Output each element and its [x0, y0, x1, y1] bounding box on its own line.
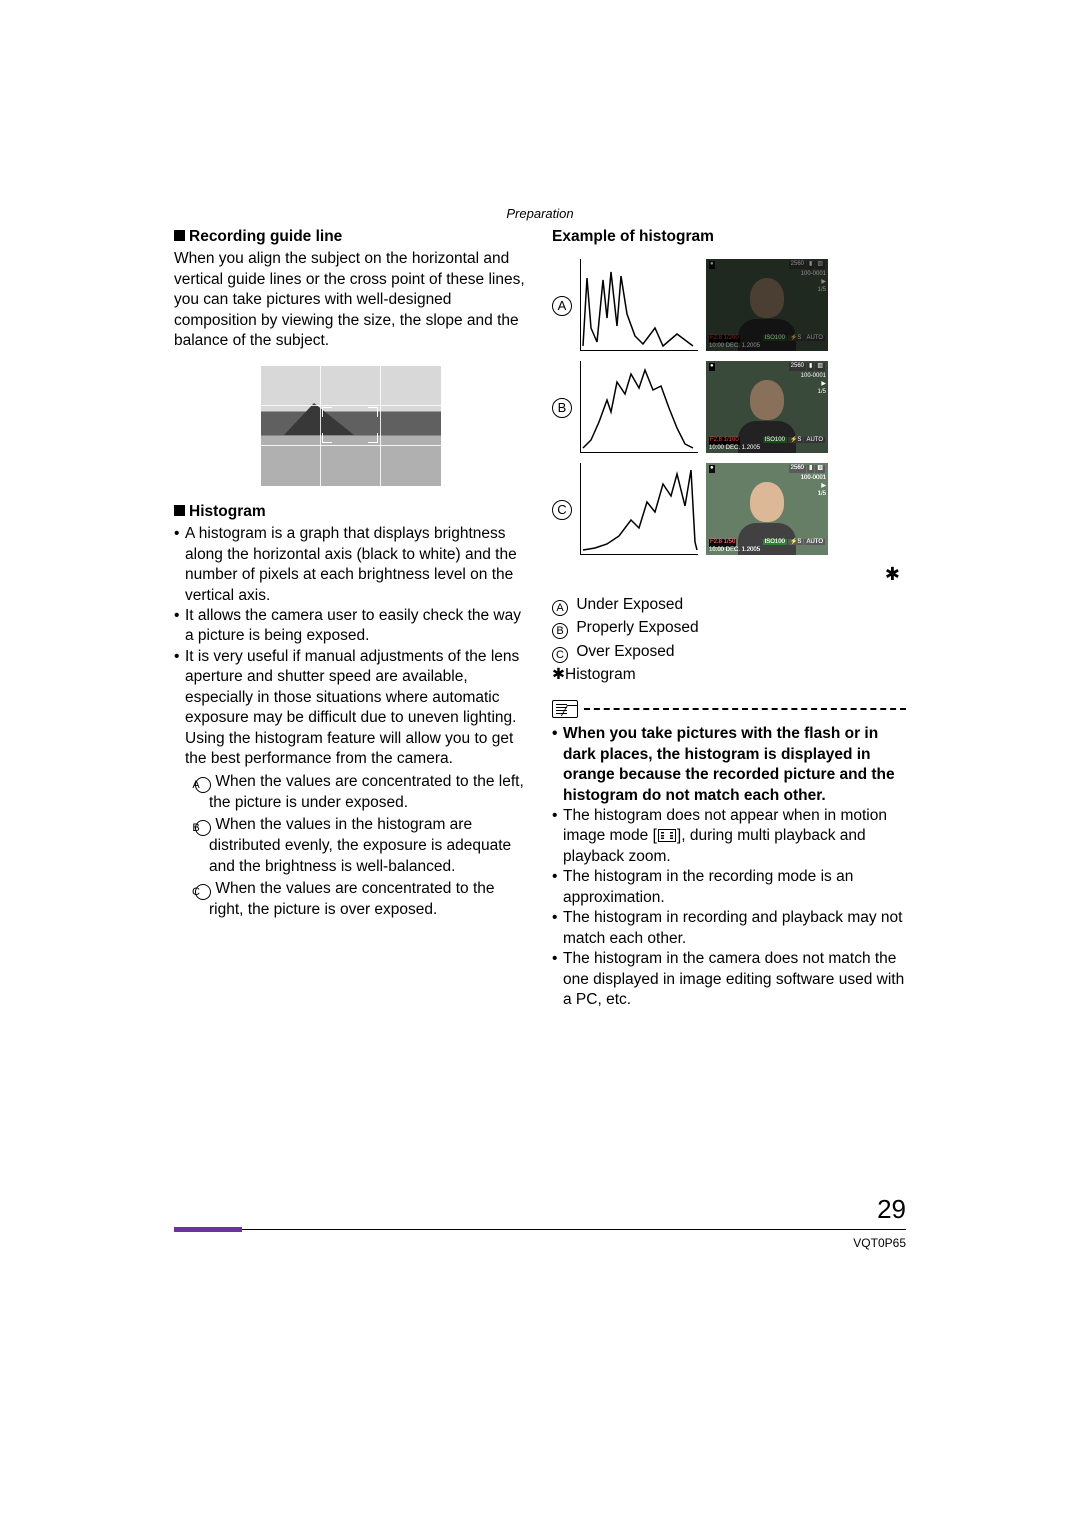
sub-c: C When the values are concentrated to th…: [185, 879, 528, 920]
histogram-bullets: A histogram is a graph that displays bri…: [174, 524, 528, 920]
recording-guide-title: Recording guide line: [174, 227, 528, 247]
note-1: When you take pictures with the flash or…: [552, 724, 906, 806]
sample-image-a: ●2560▮▥ 100-0001▶1/5 F2.8 1/200ISO100⚡SA…: [706, 259, 828, 351]
page-content: Preparation Recording guide line When yo…: [174, 206, 906, 1011]
sample-image-c: ●2560▮▥ 100-0001▶1/5 F2.8 1/50ISO100⚡SAU…: [706, 463, 828, 555]
example-title: Example of histogram: [552, 227, 906, 247]
sample-image-b: ●2560▮▥ 100-0001▶1/5 F2.8 1/100ISO100⚡SA…: [706, 361, 828, 453]
bullet-2: It allows the camera user to easily chec…: [174, 606, 528, 647]
notes-list: When you take pictures with the flash or…: [552, 724, 906, 1010]
sub-b: B When the values in the histogram are d…: [185, 815, 528, 877]
histogram-title: Histogram: [174, 502, 528, 522]
footer: 29 VQT0P65: [174, 1218, 906, 1250]
histogram-a: [580, 259, 698, 351]
histogram-b: [580, 361, 698, 453]
sub-a: A When the values are concentrated to th…: [185, 772, 528, 813]
legend-star: ✱Histogram: [552, 663, 906, 686]
note-divider: [552, 700, 906, 718]
legend-c: C Over Exposed: [552, 640, 906, 663]
guide-line-illustration: [261, 366, 441, 486]
row-label-b: B: [552, 396, 572, 418]
note-4: The histogram in recording and playback …: [552, 908, 906, 949]
histogram-c: [580, 463, 698, 555]
row-label-a: A: [552, 294, 572, 316]
legend: A Under Exposed B Properly Exposed C Ove…: [552, 593, 906, 686]
section-header: Preparation: [174, 206, 906, 221]
right-column: Example of histogram A ●2560▮▥ 100-0001▶…: [552, 227, 906, 1011]
footer-accent: [174, 1227, 242, 1232]
legend-b: B Properly Exposed: [552, 616, 906, 639]
footer-code: VQT0P65: [174, 1236, 906, 1250]
page-number: 29: [174, 1194, 906, 1225]
example-row-a: A ●2560▮▥ 100-0001▶1/5 F2.8 1/200ISO100⚡…: [552, 259, 906, 351]
legend-a: A Under Exposed: [552, 593, 906, 616]
left-column: Recording guide line When you align the …: [174, 227, 528, 1011]
bullet-3: It is very useful if manual adjustments …: [174, 647, 528, 921]
note-2: The histogram does not appear when in mo…: [552, 806, 906, 867]
note-icon: [552, 700, 578, 718]
histogram-examples: A ●2560▮▥ 100-0001▶1/5 F2.8 1/200ISO100⚡…: [552, 259, 906, 555]
note-3: The histogram in the recording mode is a…: [552, 867, 906, 908]
example-row-b: B ●2560▮▥ 100-0001▶1/5 F2.8 1/100ISO100⚡…: [552, 361, 906, 453]
row-label-c: C: [552, 498, 572, 520]
bullet-1: A histogram is a graph that displays bri…: [174, 524, 528, 606]
star-marker: ✱: [552, 563, 906, 587]
motion-image-icon: [658, 829, 676, 842]
two-columns: Recording guide line When you align the …: [174, 227, 906, 1011]
recording-guide-body: When you align the subject on the horizo…: [174, 249, 528, 351]
note-5: The histogram in the camera does not mat…: [552, 949, 906, 1010]
example-row-c: C ●2560▮▥ 100-0001▶1/5 F2.8 1/50ISO100⚡S…: [552, 463, 906, 555]
